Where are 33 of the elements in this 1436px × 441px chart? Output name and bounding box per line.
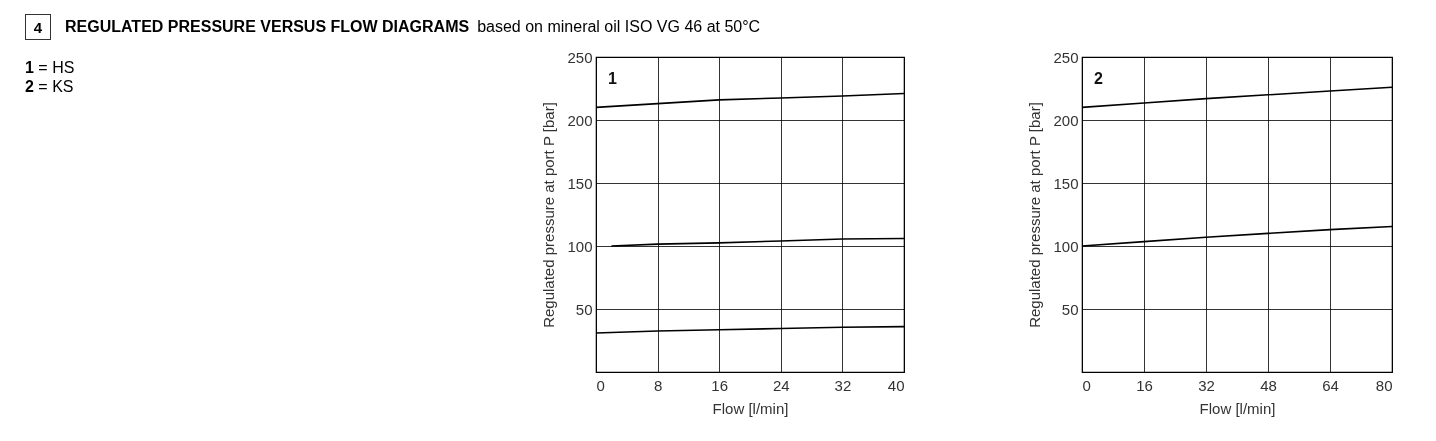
y-tick-label: 150 — [567, 174, 593, 192]
y-tick-label: 100 — [567, 237, 593, 255]
y-axis-title: Regulated pressure at port P [bar] — [540, 102, 558, 328]
text: 2 — [1094, 70, 1103, 87]
x-tick-label: 32 — [1198, 376, 1215, 394]
y-tick-label: 150 — [1053, 174, 1079, 192]
y-tick-label: 50 — [575, 300, 593, 318]
text: 1 = HS — [25, 58, 75, 77]
x-tick-label: 64 — [1322, 376, 1339, 394]
x-tick-label: 16 — [711, 376, 729, 394]
text: REGULATED PRESSURE VERSUS FLOW DIAGRAMS — [65, 18, 470, 36]
x-tick-label: 24 — [772, 376, 790, 394]
y-tick-label: 250 — [567, 48, 593, 66]
x-tick-label: 16 — [1136, 376, 1153, 394]
x-tick-label: 8 — [653, 376, 663, 394]
text: 2 = KS — [25, 77, 75, 96]
x-tick-label: 32 — [834, 376, 852, 394]
y-axis-title: Regulated pressure at port P [bar] — [1026, 102, 1044, 328]
x-tick-label: 0 — [1082, 376, 1091, 394]
text: 4 — [25, 14, 51, 40]
x-tick-label: 80 — [1375, 376, 1393, 394]
x-tick-label: 48 — [1260, 376, 1277, 394]
text: based on mineral oil ISO VG 46 at 50°C — [477, 18, 761, 36]
x-axis-title: Flow [l/min] — [1199, 399, 1276, 417]
x-tick-label: 40 — [887, 376, 905, 394]
y-tick-label: 200 — [567, 111, 593, 129]
y-tick-label: 100 — [1053, 237, 1079, 255]
text: 1 — [608, 70, 617, 87]
y-tick-label: 50 — [1061, 300, 1079, 318]
x-axis-title: Flow [l/min] — [712, 399, 789, 417]
y-tick-label: 250 — [1053, 48, 1079, 66]
y-tick-label: 200 — [1053, 111, 1079, 129]
x-tick-label: 0 — [596, 376, 605, 394]
